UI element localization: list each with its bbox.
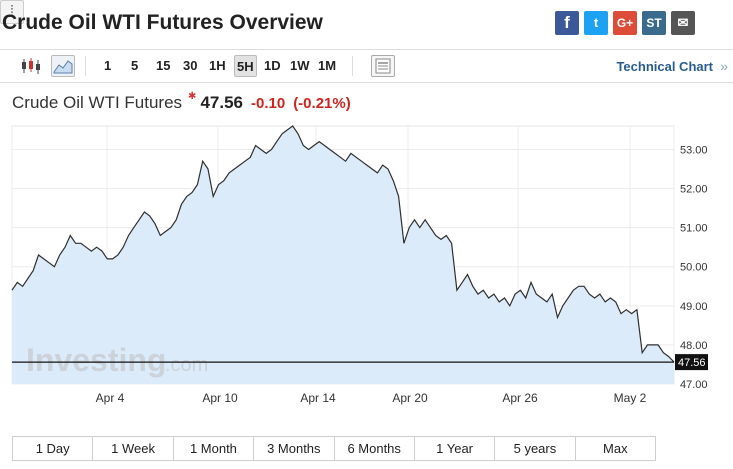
x-tick-label: Apr 14	[300, 391, 336, 405]
area-chart-icon[interactable]	[51, 55, 75, 77]
x-tick-label: Apr 20	[392, 391, 428, 405]
range-5-hours[interactable]: 5H	[234, 55, 257, 77]
price-chart[interactable]: Investing .com 47.56 47.00 48.00 49.00 50.0…	[0, 118, 733, 436]
facebook-share-icon[interactable]: f	[555, 11, 579, 35]
y-tick-label: 53.00	[680, 144, 708, 156]
range-1-hour[interactable]: 1H	[209, 58, 226, 73]
y-tick-label: 50.00	[680, 262, 708, 274]
double-chevron-right-icon[interactable]: »	[720, 58, 728, 74]
range-5-minutes[interactable]: 5	[131, 58, 139, 73]
period-6-months[interactable]: 6 Months	[335, 437, 415, 460]
price-change-percent: (-0.21%)	[293, 95, 351, 112]
investing-watermark-suffix: .com	[165, 354, 208, 376]
x-axis: Apr 4 Apr 10 Apr 14 Apr 20 Apr 26 May 2	[96, 391, 647, 405]
candlestick-chart-icon[interactable]	[19, 55, 43, 77]
title-bar: Crude Oil WTI Futures Overview f t G+ ST…	[0, 0, 733, 48]
y-tick-label: 47.00	[680, 379, 708, 391]
period-selector: 1 Day 1 Week 1 Month 3 Months 6 Months 1…	[12, 436, 656, 461]
price-area-fill	[12, 126, 674, 384]
quote-row: Crude Oil WTI Futures ✱ 47.56 -0.10 (-0.21%)	[12, 91, 351, 115]
period-max[interactable]: Max	[603, 441, 628, 456]
range-15-minutes[interactable]: 15	[156, 58, 171, 73]
y-axis: 47.00 48.00 49.00 50.00 51.00 52.00 53.00	[680, 144, 708, 391]
period-1-month[interactable]: 1 Month	[174, 437, 255, 460]
delayed-data-star-icon: ✱	[188, 91, 197, 102]
period-3-months[interactable]: 3 Months	[254, 437, 335, 460]
range-1-day[interactable]: 1D	[264, 58, 281, 73]
price-line	[11, 125, 675, 363]
period-1-week[interactable]: 1 Week	[93, 437, 174, 460]
price-change: -0.10	[250, 95, 286, 112]
range-1-week[interactable]: 1W	[290, 58, 310, 73]
x-tick-label: May 2	[614, 391, 647, 405]
x-tick-label: Apr 10	[202, 391, 238, 405]
range-1-minute[interactable]: 1	[104, 58, 112, 73]
technical-chart-link[interactable]: Technical Chart	[616, 59, 713, 74]
period-1-day[interactable]: 1 Day	[13, 437, 94, 460]
y-tick-label: 51.00	[680, 223, 708, 235]
stocktwits-share-icon[interactable]: ST	[642, 11, 666, 35]
instrument-name: Crude Oil WTI Futures	[12, 93, 183, 112]
twitter-share-icon[interactable]: t	[584, 11, 608, 35]
current-price-label: 47.56	[678, 357, 706, 369]
chart-settings-icon[interactable]	[371, 55, 395, 77]
email-share-icon[interactable]: ✉	[671, 11, 695, 35]
page-title: Crude Oil WTI Futures Overview	[2, 11, 323, 34]
period-1-year[interactable]: 1 Year	[415, 437, 496, 460]
y-tick-label: 49.00	[680, 301, 708, 313]
period-5-years[interactable]: 5 years	[495, 437, 576, 460]
range-1-month[interactable]: 1M	[318, 58, 337, 73]
x-tick-label: Apr 26	[502, 391, 538, 405]
toolbar-divider	[85, 56, 86, 76]
investing-watermark: Investing	[26, 342, 166, 378]
toolbar-divider	[352, 56, 353, 76]
y-tick-label: 52.00	[680, 184, 708, 196]
more-options-icon[interactable]: ⁞	[0, 0, 24, 24]
y-tick-label: 48.00	[680, 340, 708, 352]
google-plus-share-icon[interactable]: G+	[613, 11, 637, 35]
x-tick-label: Apr 4	[96, 391, 125, 405]
last-price: 47.56	[200, 93, 243, 112]
chart-toolbar: 1 5 15 30 1H 5H 1D 1W 1M Technical Chart…	[0, 49, 733, 83]
current-price-tag: 47.56	[675, 354, 708, 371]
range-30-minutes[interactable]: 30	[183, 58, 198, 73]
